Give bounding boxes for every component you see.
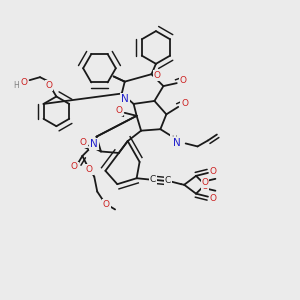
Text: O: O <box>45 81 52 90</box>
Text: O: O <box>20 78 27 87</box>
Text: O: O <box>79 138 86 147</box>
Text: O: O <box>154 71 161 80</box>
Text: H: H <box>14 81 19 90</box>
Text: O: O <box>202 178 208 187</box>
Text: O: O <box>210 167 217 176</box>
Text: O: O <box>71 162 78 171</box>
Text: N: N <box>173 139 181 148</box>
Text: C: C <box>165 176 171 185</box>
Text: O: O <box>103 200 110 208</box>
Text: O: O <box>181 99 188 108</box>
Text: O: O <box>210 194 217 203</box>
Text: H: H <box>171 135 177 144</box>
Text: O: O <box>202 182 208 191</box>
Text: O: O <box>86 165 93 174</box>
Text: O: O <box>115 106 122 115</box>
Text: N: N <box>90 139 98 149</box>
Text: O: O <box>180 76 187 85</box>
Text: C: C <box>150 175 156 184</box>
Text: N: N <box>121 94 129 104</box>
